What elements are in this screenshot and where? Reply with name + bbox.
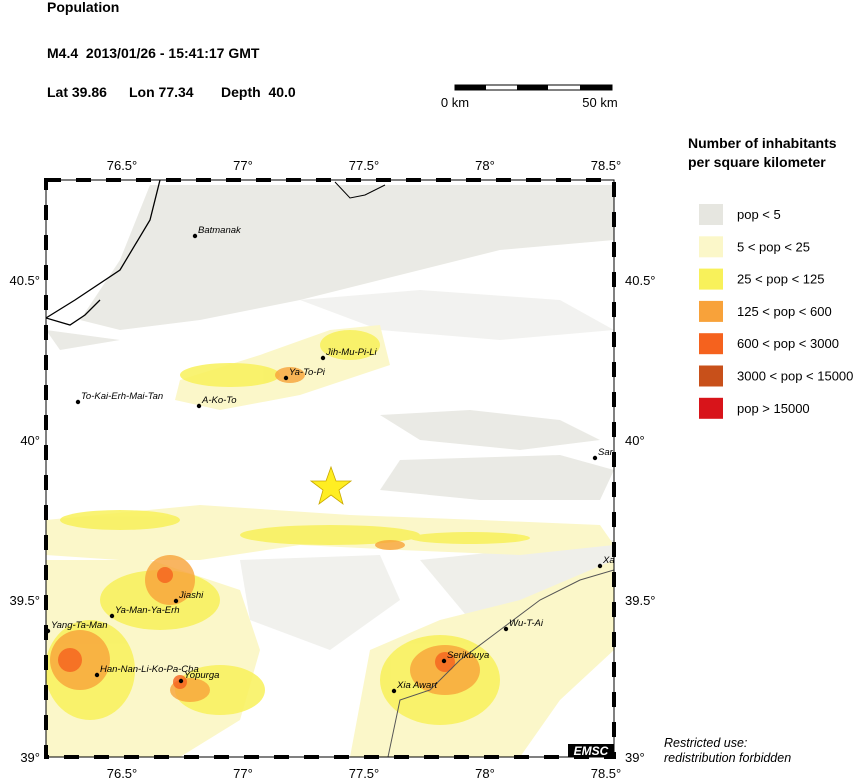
- place-dot: [192, 233, 198, 239]
- lat-tick-label: 39°: [625, 750, 645, 765]
- place-dot: [320, 355, 326, 361]
- legend-label: 125 < pop < 600: [737, 304, 832, 319]
- lon-tick-label: 77°: [233, 158, 253, 173]
- place-label: Yang-Ta-Man: [51, 620, 108, 631]
- place-label: Jih-Mu-Pi-Li: [325, 347, 378, 358]
- lon-tick-label: 78°: [475, 158, 495, 173]
- scale-start: 0 km: [441, 95, 469, 110]
- lon-tick-label: 78°: [475, 766, 495, 781]
- legend-label: 600 < pop < 3000: [737, 336, 839, 351]
- legend-label: pop > 15000: [737, 401, 810, 416]
- legend-title: per square kilometer: [688, 154, 826, 170]
- place-label: Serikbuya: [447, 650, 489, 661]
- legend-swatch: [699, 333, 723, 355]
- place-dot: [109, 613, 115, 619]
- lon: Lon 77.34: [129, 84, 194, 100]
- lon-tick-label: 78.5°: [591, 766, 622, 781]
- event-info: M4.4 2013/01/26 - 15:41:17 GMT: [47, 45, 260, 61]
- place-dot: [173, 598, 179, 604]
- place-label: Xa: [602, 555, 615, 566]
- epicenter: [309, 465, 353, 506]
- legend-swatch: [699, 236, 723, 258]
- legend-swatch: [699, 365, 723, 387]
- lat-tick-label: 39.5°: [625, 593, 656, 608]
- place-dot: [94, 672, 100, 678]
- depth: Depth 40.0: [221, 84, 296, 100]
- place-label: Sar: [598, 447, 614, 458]
- place-label: Yopurga: [184, 670, 219, 681]
- legend-label: pop < 5: [737, 207, 781, 222]
- place-label: Xia Awart: [396, 680, 437, 691]
- legend-title: Number of inhabitants: [688, 135, 837, 151]
- place-label: Batmanak: [198, 225, 242, 236]
- place-dot: [592, 455, 598, 461]
- lat-tick-label: 40.5°: [9, 273, 40, 288]
- place-label: Ya-Man-Ya-Erh: [115, 605, 180, 616]
- ticks: 76.5° 76.5° 77° 77° 77.5° 77.5° 78° 78° 78.5° 78.…: [9, 158, 655, 781]
- place-dot: [196, 403, 202, 409]
- place-label: To-Kai-Erh-Mai-Tan: [81, 391, 163, 402]
- notice: Restricted use:: [664, 736, 747, 750]
- place-dot: [75, 399, 81, 405]
- place-label: A-Ko-To: [201, 395, 237, 406]
- lat-tick-label: 39°: [20, 750, 40, 765]
- place-label: Han-Nan-Li-Ko-Pa-Cha: [100, 664, 199, 675]
- legend: pop < 5 5 < pop < 25 25 < pop < 125 125 < p…: [699, 204, 853, 419]
- legend-label: 3000 < pop < 15000: [737, 369, 853, 384]
- place-label: Ya-To-Pi: [289, 367, 326, 378]
- place-label: Wu-T-Ai: [509, 618, 544, 629]
- place-dot: [45, 628, 51, 634]
- lat-tick-label: 40°: [625, 433, 645, 448]
- lon-tick-label: 77.5°: [349, 158, 380, 173]
- place-dot: [503, 626, 509, 632]
- legend-label: 25 < pop < 125: [737, 272, 824, 287]
- legend-swatch: [699, 397, 723, 419]
- notice: redistribution forbidden: [664, 751, 791, 765]
- legend-label: 5 < pop < 25: [737, 239, 810, 254]
- place-label: Jiashi: [178, 590, 204, 601]
- title: Population: [47, 0, 119, 15]
- map: EMSC: [44, 178, 616, 759]
- lat: Lat 39.86: [47, 84, 107, 100]
- legend-swatch: [699, 300, 723, 322]
- lat-tick-label: 39.5°: [9, 593, 40, 608]
- lon-tick-label: 76.5°: [107, 766, 138, 781]
- place-dot: [441, 658, 447, 664]
- scale-end: 50 km: [582, 95, 617, 110]
- places: Batmanak Jih-Mu-Pi-Li Ya-To-Pi To-Kai-Erh-M…: [45, 225, 615, 694]
- credit: EMSC: [574, 744, 609, 758]
- legend-swatch: [699, 204, 723, 225]
- lon-tick-label: 78.5°: [591, 158, 622, 173]
- place-dot: [391, 688, 397, 694]
- legend-swatch: [699, 268, 723, 290]
- lon-tick-label: 77°: [233, 766, 253, 781]
- place-dot: [283, 375, 289, 381]
- lat-tick-label: 40°: [20, 433, 40, 448]
- place-dot: [178, 678, 184, 684]
- lon-tick-label: 77.5°: [349, 766, 380, 781]
- scale-bar: 0 km 50 km: [441, 84, 618, 110]
- place-dot: [597, 563, 603, 569]
- lon-tick-label: 76.5°: [107, 158, 138, 173]
- lat-tick-label: 40.5°: [625, 273, 656, 288]
